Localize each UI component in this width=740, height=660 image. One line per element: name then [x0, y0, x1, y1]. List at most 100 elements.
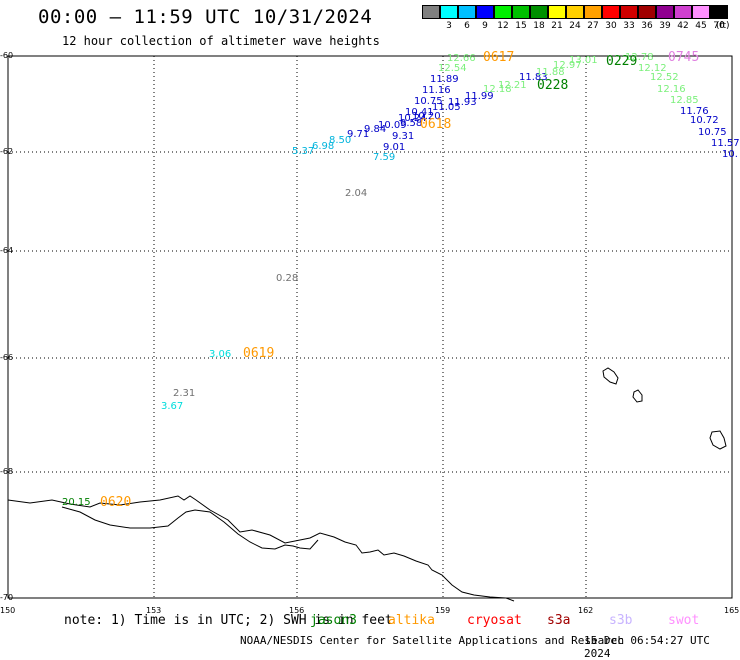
legend-tick-label: 45: [695, 21, 707, 31]
wave-height-label: 5.37: [292, 146, 314, 157]
longitude-tick-label: 150: [0, 606, 16, 615]
wave-height-label: 10.: [722, 149, 738, 160]
wave-height-label: 12.85: [670, 95, 699, 106]
wave-height-label: 10.41: [405, 107, 434, 118]
wave-height-label: 6.98: [312, 141, 334, 152]
legend-swatch: [476, 5, 494, 19]
wave-height-label: 10.09: [378, 120, 407, 131]
wave-height-label: 9.31: [392, 131, 414, 142]
latitude-tick-label: -68: [0, 467, 14, 476]
longitude-tick-label: 159: [435, 606, 451, 615]
satellite-name: jason3: [310, 613, 357, 628]
legend-swatch: [512, 5, 530, 19]
legend-swatch: [638, 5, 656, 19]
wave-height-label: 11.83: [519, 72, 548, 83]
legend-swatch: [584, 5, 602, 19]
legend-tick-label: 70: [713, 21, 725, 31]
antarctic-coastline: [7, 495, 515, 602]
wave-height-label: 12.52: [650, 72, 679, 83]
pass-time-label: 0228: [537, 78, 568, 93]
legend-tick-label: 18: [533, 21, 545, 31]
pass-labels: 0617 0618 0619 0620 0228 0229 0745: [100, 50, 699, 510]
wave-height-label: 2.31: [173, 388, 195, 399]
legend-swatch: [674, 5, 692, 19]
pass-time-label: 0745: [668, 50, 699, 65]
legend-swatch: [548, 5, 566, 19]
satellite-name: cryosat: [467, 613, 522, 628]
latitude-tick-label: -62: [0, 147, 14, 156]
wave-height-label: 10.75: [414, 96, 443, 107]
pass-time-label: 0617: [483, 50, 514, 65]
legend-tick-label: 9: [482, 21, 488, 31]
wave-height-label: 11.16: [422, 85, 451, 96]
wave-height-label: 8.50: [329, 135, 351, 146]
island-3: [709, 430, 727, 450]
wave-height-label: 10.75: [698, 127, 727, 138]
latitude-tick-label: -60: [0, 51, 14, 60]
satellite-name: altika: [388, 613, 435, 628]
longitude-tick-label: 165: [724, 606, 740, 615]
legend-swatch: [458, 5, 476, 19]
pass-time-label: 0229: [606, 54, 637, 69]
latitude-tick-label: -66: [0, 353, 14, 362]
wave-height-label: 7.59: [373, 152, 395, 163]
longitude-tick-label: 153: [146, 606, 162, 615]
legend-tick-label: 27: [587, 21, 599, 31]
pass-time-label: 0618: [420, 117, 451, 132]
ice-shelf-outline: [61, 506, 319, 550]
wave-height-label: 12.78: [625, 52, 654, 63]
wave-height-label: 3.67: [161, 401, 183, 412]
wave-height-label: 12.54: [438, 63, 467, 74]
satellite-name: s3a: [547, 613, 571, 628]
wave-height-label: 0.28: [276, 273, 298, 284]
legend-unit: (ft): [716, 21, 730, 31]
legend-tick-label: 3: [446, 21, 452, 31]
island-1: [602, 367, 619, 385]
legend-swatch: [620, 5, 638, 19]
wave-height-label: 10.20: [412, 111, 441, 122]
wave-height-label: 12.97: [553, 60, 582, 71]
legend-swatch: [710, 5, 728, 19]
legend-tick-label: 15: [515, 21, 527, 31]
wave-height-label: 10.72: [690, 115, 719, 126]
wave-height-label: 11.88: [536, 67, 565, 78]
legend-tick-label: 42: [677, 21, 689, 31]
satellite-name: swot: [668, 613, 700, 628]
longitude-tick-label: 156: [289, 606, 305, 615]
map-grid: [7, 55, 733, 599]
wave-height-label: 11.99: [465, 91, 494, 102]
legend-tick-label: 12: [497, 21, 509, 31]
wave-height-label: 10.24: [398, 113, 427, 124]
legend-swatch: [494, 5, 512, 19]
wave-height-label: 9.01: [383, 142, 405, 153]
wave-height-label: 11.93: [448, 97, 477, 108]
wave-height-label: 9.84: [364, 124, 386, 135]
map-title: 00:00 – 11:59 UTC 10/31/2024: [38, 6, 373, 28]
wave-height-label: 11.05: [432, 102, 461, 113]
legend-tick-label: 36: [641, 21, 653, 31]
legend-swatch: [422, 5, 440, 19]
wave-height-label: 3.06: [209, 349, 231, 360]
legend-tick-label: 30: [605, 21, 617, 31]
wave-height-label: 11.76: [680, 106, 709, 117]
map-frame: [7, 55, 733, 599]
wave-height-label: 20.15: [62, 497, 91, 508]
footer-note: note: 1) Time is in UTC; 2) SWH is in fe…: [64, 613, 393, 628]
wave-height-label: 9.58: [400, 118, 422, 129]
legend-tick-label: 39: [659, 21, 671, 31]
legend-swatch: [530, 5, 548, 19]
legend-swatch: [602, 5, 620, 19]
legend-tick-label: 21: [551, 21, 563, 31]
pass-time-label: 0620: [100, 495, 131, 510]
wave-height-label: 12.18: [483, 84, 512, 95]
credit-line: NOAA/NESDIS Center for Satellite Applica…: [240, 634, 625, 647]
coastline: [7, 367, 727, 602]
legend-swatch: [656, 5, 674, 19]
satellite-name: s3b: [609, 613, 633, 628]
wave-height-label: 12.16: [657, 84, 686, 95]
wave-height-label: 12.12: [638, 63, 667, 74]
wave-height-label: 12.21: [498, 80, 527, 91]
wave-height-label: 12.66: [447, 53, 476, 64]
map-subtitle: 12 hour collection of altimeter wave hei…: [62, 34, 380, 48]
